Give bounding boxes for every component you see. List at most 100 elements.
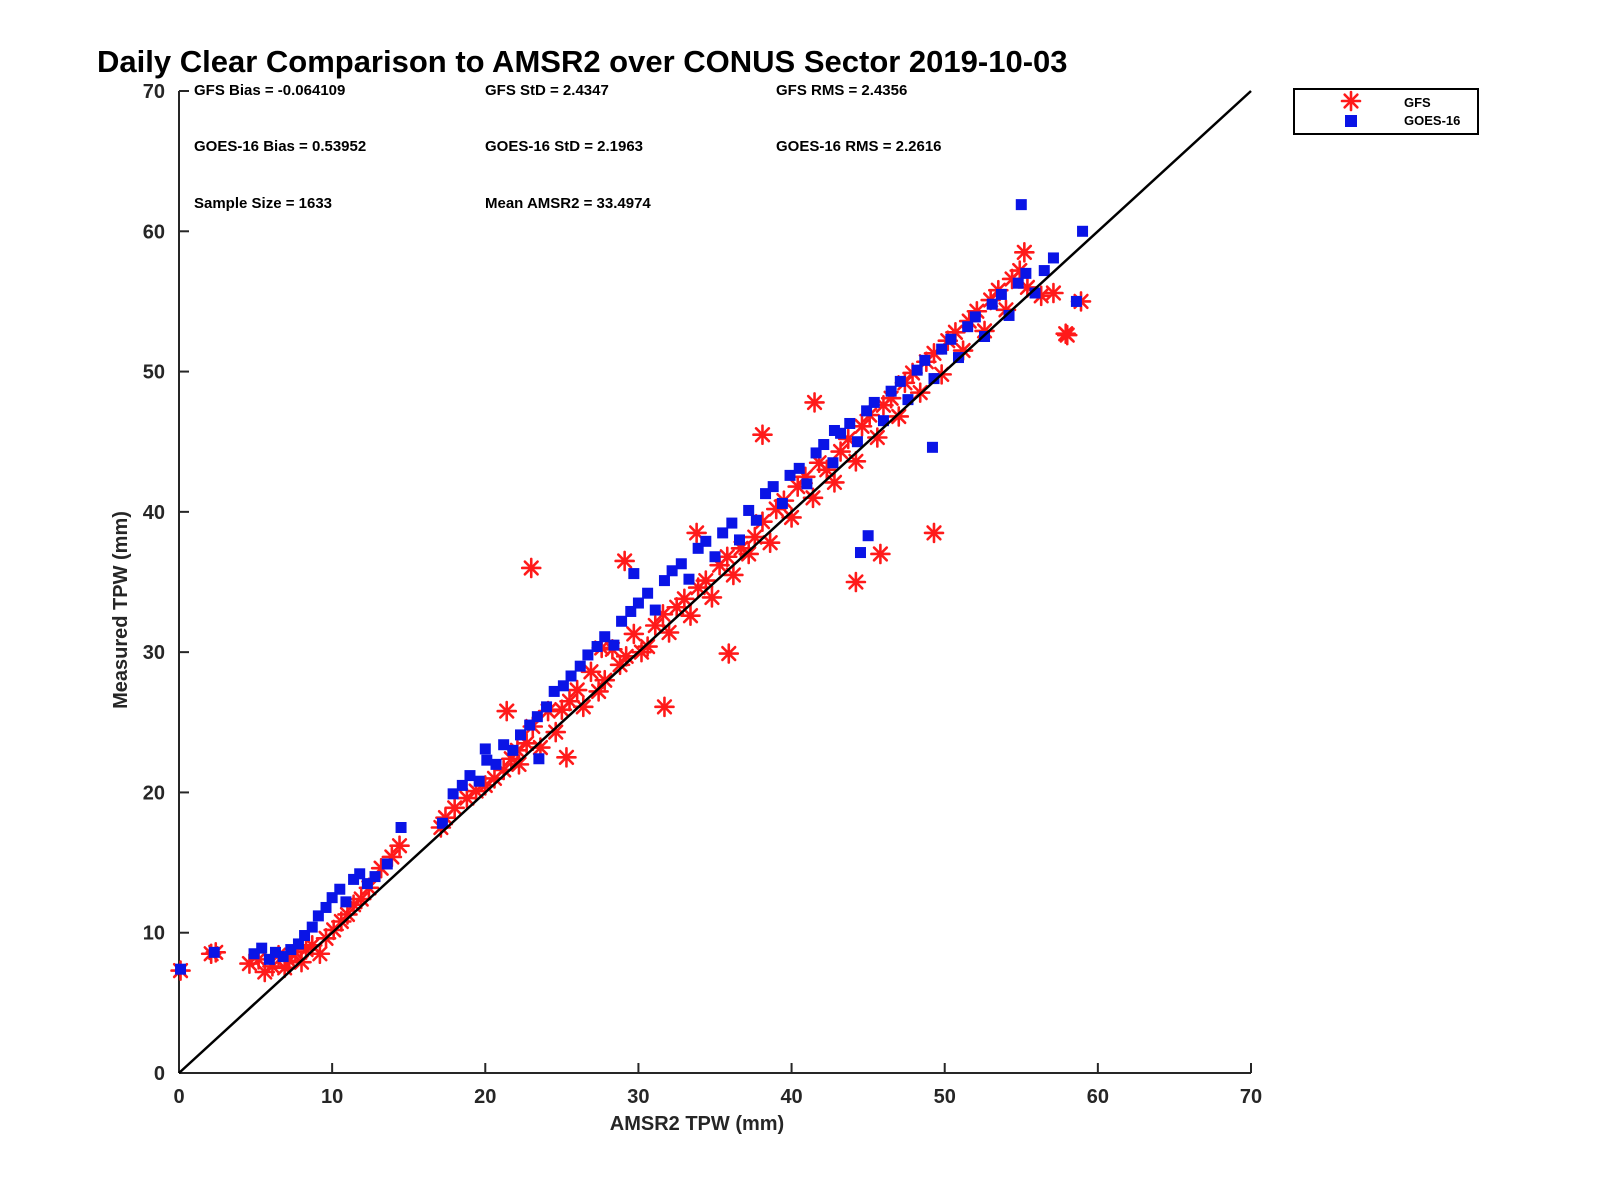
- goes-point: [326, 892, 338, 904]
- goes-point: [299, 930, 311, 942]
- goes-point: [649, 604, 661, 616]
- chart-title: Daily Clear Comparison to AMSR2 over CON…: [97, 44, 1068, 79]
- gfs-point: [718, 643, 740, 664]
- goes-point: [1038, 265, 1050, 277]
- y-tick-label: 0: [154, 1063, 165, 1085]
- legend-gfs-marker: [1340, 90, 1362, 112]
- y-tick-label: 50: [143, 362, 165, 384]
- y-tick-label: 10: [143, 923, 165, 945]
- gfs-point: [623, 623, 645, 645]
- stat-mean-amsr2: Mean AMSR2 = 33.4974: [485, 195, 651, 212]
- goes-point: [692, 542, 704, 554]
- gfs-point: [851, 415, 873, 437]
- goes-point: [793, 462, 805, 474]
- gfs-point: [830, 441, 851, 462]
- goes-point: [277, 951, 289, 963]
- goes-point: [928, 373, 940, 385]
- goes-point: [256, 942, 268, 954]
- stat-sample-size: Sample Size = 1633: [194, 195, 332, 212]
- goes-point: [1070, 295, 1082, 307]
- goes-point: [776, 497, 788, 509]
- legend-gfs-label: GFS: [1404, 95, 1431, 110]
- goes-point: [498, 739, 510, 751]
- x-tick-label: 20: [474, 1086, 496, 1108]
- goes-point: [851, 436, 863, 448]
- goes-point: [473, 775, 485, 787]
- goes-point: [844, 417, 856, 429]
- goes-point: [599, 631, 611, 643]
- gfs-point: [520, 557, 542, 579]
- gfs-point: [609, 654, 631, 676]
- gfs-point: [496, 700, 518, 722]
- goes-point: [574, 660, 586, 672]
- gfs-point: [1055, 323, 1076, 344]
- goes-point: [208, 946, 220, 958]
- gfs-point: [870, 543, 891, 565]
- goes-point: [726, 517, 738, 529]
- goes-point: [354, 868, 366, 880]
- goes-point: [986, 298, 998, 310]
- goes-point: [827, 457, 839, 469]
- goes-point: [548, 685, 560, 697]
- gfs-point: [845, 571, 867, 593]
- goes-point: [541, 701, 553, 713]
- gfs-point: [701, 587, 723, 608]
- gfs-point: [594, 669, 616, 691]
- goes-point: [481, 754, 493, 766]
- goes-point: [885, 385, 897, 397]
- goes-point: [1020, 267, 1032, 279]
- gfs-point: [559, 690, 580, 712]
- goes-point: [269, 946, 281, 958]
- goes-point: [760, 488, 772, 500]
- goes-point: [818, 439, 830, 451]
- gfs-point: [508, 754, 530, 775]
- goes-point: [292, 938, 304, 950]
- x-axis-label: AMSR2 TPW (mm): [610, 1113, 784, 1135]
- goes-point: [320, 901, 332, 913]
- gfs-point: [556, 747, 577, 768]
- y-tick-label: 70: [143, 81, 165, 103]
- stat-gfs-std: GFS StD = 2.4347: [485, 82, 609, 99]
- goes-point: [248, 948, 260, 960]
- gfs-point: [804, 392, 825, 413]
- goes-point: [1012, 277, 1024, 289]
- legend-gfs-asterisk: [1340, 90, 1362, 112]
- gfs-point: [845, 451, 867, 472]
- goes-point: [395, 822, 407, 833]
- goes-point: [263, 953, 275, 965]
- goes-point: [962, 321, 974, 333]
- goes-point: [533, 753, 545, 765]
- goes-point: [877, 415, 889, 427]
- goes-point: [515, 729, 527, 741]
- gfs-point: [759, 532, 781, 554]
- gfs-point: [923, 522, 945, 544]
- goes-point: [894, 375, 906, 387]
- goes-point: [464, 770, 476, 782]
- goes-point: [919, 354, 931, 366]
- x-tick-label: 10: [321, 1086, 343, 1108]
- goes-point: [632, 597, 644, 609]
- goes-point: [1047, 252, 1059, 264]
- gfs-point: [867, 427, 888, 448]
- goes-point: [447, 788, 459, 800]
- goes-series: [175, 199, 1089, 975]
- goes-point: [334, 883, 346, 895]
- goes-point: [767, 481, 779, 493]
- goes-point: [683, 573, 695, 585]
- goes-point: [801, 478, 813, 490]
- goes-point: [616, 615, 628, 627]
- goes-point: [625, 605, 637, 617]
- gfs-point: [614, 550, 635, 572]
- y-tick-label: 60: [143, 221, 165, 243]
- gfs-point: [1043, 282, 1064, 304]
- goes-point: [628, 568, 640, 580]
- goes-point: [861, 405, 873, 417]
- goes-point: [709, 551, 721, 563]
- goes-point: [835, 427, 847, 439]
- goes-point: [306, 921, 318, 933]
- goes-point: [926, 441, 938, 453]
- stat-gfs-bias: GFS Bias = -0.064109: [194, 82, 345, 99]
- goes-point: [734, 534, 746, 546]
- gfs-point: [588, 681, 609, 702]
- gfs-point: [1014, 242, 1035, 263]
